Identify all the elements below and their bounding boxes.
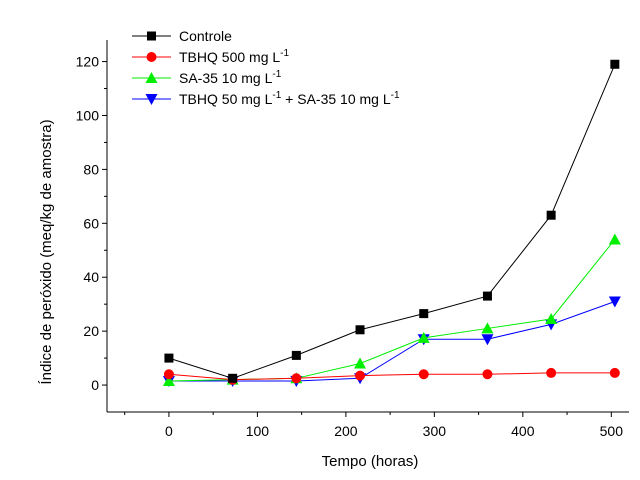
y-axis-title: Índice de peróxido (meq/kg de amostra) [38, 119, 55, 384]
legend-label: TBHQ 500 mg L-1 [179, 48, 289, 65]
data-point [482, 291, 492, 301]
x-tick-label: 300 [423, 423, 447, 439]
y-tick-label: 0 [91, 377, 99, 393]
data-point [291, 373, 302, 384]
legend-item: Controle [132, 28, 232, 44]
data-point [419, 309, 429, 319]
legend-marker [147, 31, 156, 41]
data-point [355, 325, 365, 335]
data-point [546, 367, 557, 378]
data-point [162, 375, 175, 386]
data-point [610, 59, 620, 69]
data-point [354, 357, 367, 369]
series-square [164, 59, 620, 383]
data-point [546, 210, 556, 220]
data-point [481, 334, 494, 346]
series-triangle-up [162, 233, 621, 386]
y-tick-label: 60 [83, 215, 99, 231]
legend-marker [146, 52, 157, 62]
legend-marker [145, 94, 158, 105]
y-tick-label: 120 [76, 54, 100, 70]
series-line [168, 64, 616, 379]
y-tick-label: 100 [76, 107, 100, 123]
data-point [481, 322, 494, 334]
legend: Controle TBHQ 500 mg L-1 SA-35 10 mg L-1 TB… [132, 28, 400, 107]
legend-label: SA-35 10 mg L-1 [179, 69, 282, 86]
x-tick-label: 200 [334, 423, 358, 439]
data-point [355, 370, 366, 381]
legend-item: TBHQ 50 mg L-1 + SA-35 10 mg L-1 [132, 90, 400, 107]
y-tick-label: 80 [83, 161, 99, 177]
series-line [168, 239, 616, 382]
data-point [228, 373, 238, 383]
data-point [608, 296, 621, 308]
x-axis-title: Tempo (horas) [322, 453, 419, 470]
y-tick-label: 40 [83, 269, 99, 285]
data-point [608, 233, 621, 245]
data-point [163, 369, 174, 380]
data-point [545, 313, 558, 324]
series-line [168, 301, 616, 382]
data-point [291, 350, 301, 360]
data-point [418, 369, 429, 380]
data-point [164, 353, 174, 363]
data-point [482, 369, 493, 380]
legend-label: TBHQ 50 mg L-1 + SA-35 10 mg L-1 [179, 90, 400, 107]
legend-item: TBHQ 500 mg L-1 [132, 48, 289, 65]
y-tick-label: 20 [83, 323, 99, 339]
x-tick-label: 500 [600, 423, 624, 439]
x-tick-label: 400 [511, 423, 535, 439]
x-tick-label: 100 [246, 423, 270, 439]
data-point [417, 331, 430, 343]
legend-item: SA-35 10 mg L-1 [132, 69, 282, 86]
series-line [168, 372, 615, 381]
legend-marker [145, 72, 158, 83]
x-tick-label: 0 [165, 423, 173, 439]
axes: 0 20 40 60 80 100 120 0 100 200 300 400 500 [76, 40, 629, 439]
series-layer [162, 59, 621, 387]
legend-label: Controle [179, 28, 232, 44]
data-point [609, 367, 620, 378]
